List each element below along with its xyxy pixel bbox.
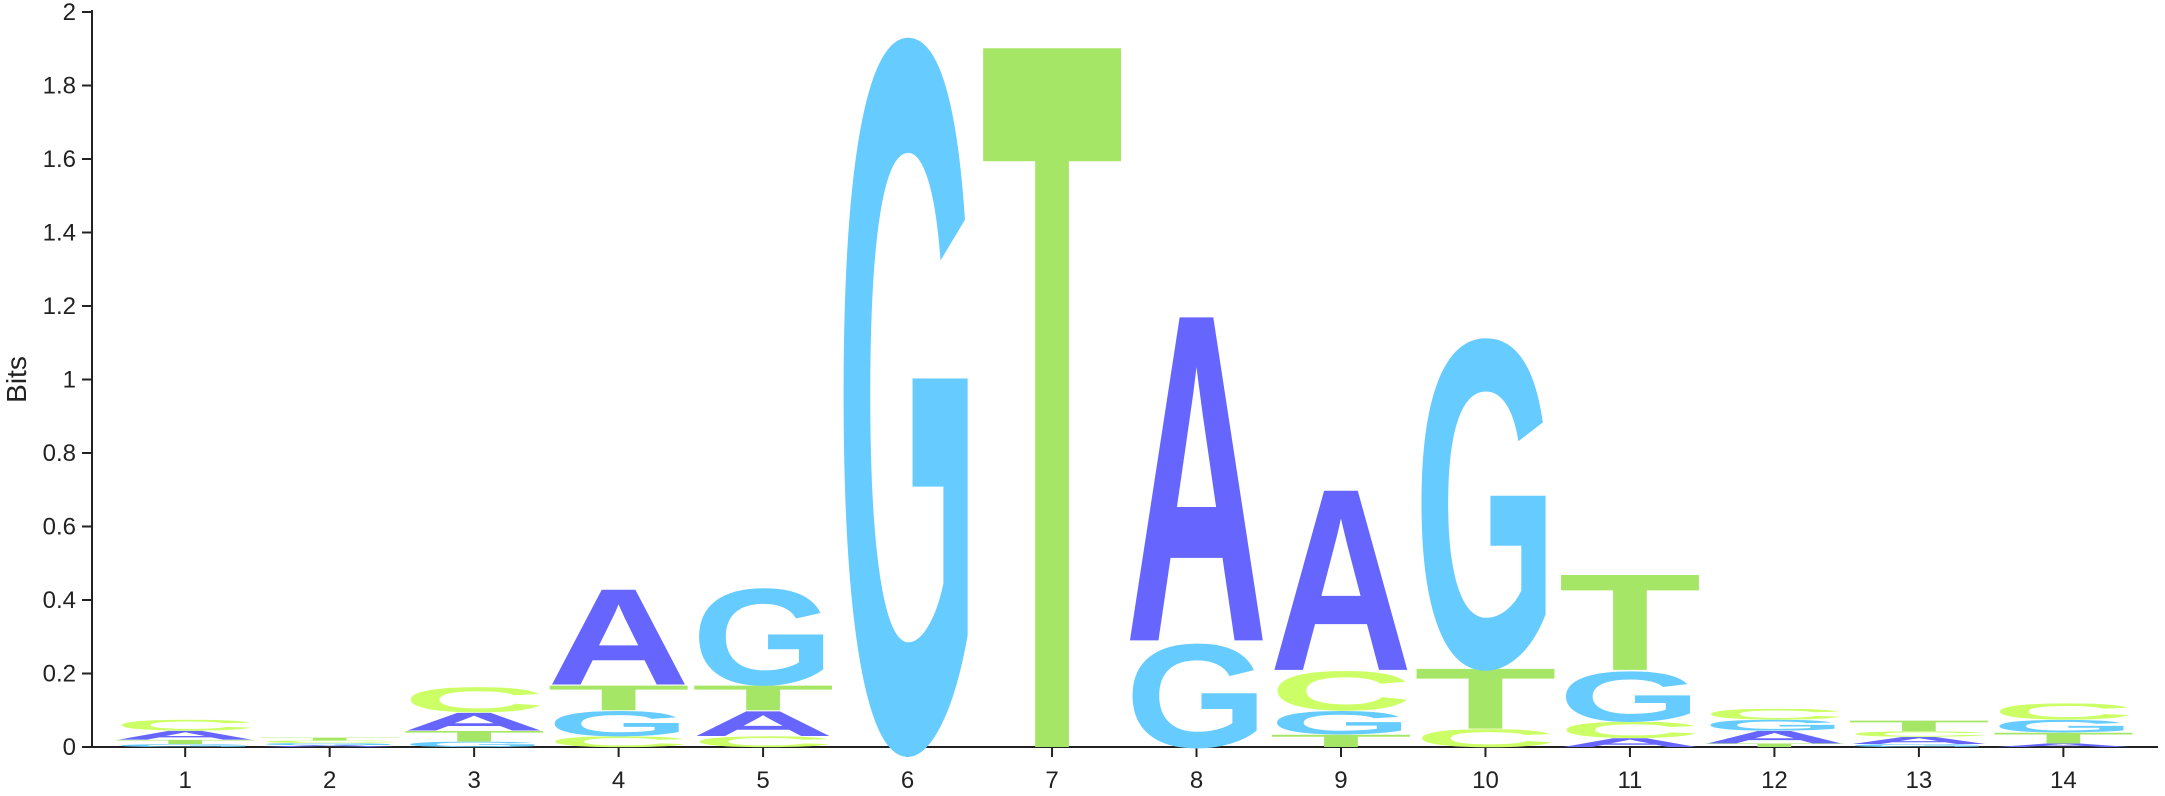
- logo-letter-t: T: [1992, 730, 2135, 747]
- logo-letter-c: C: [692, 733, 835, 750]
- logo-letter-a: A: [1703, 727, 1846, 747]
- logo-letter-c: C: [258, 740, 401, 744]
- y-tick-label: 2: [63, 0, 76, 26]
- logo-letter-a: A: [1847, 735, 1990, 746]
- logo-letter-g: G: [1847, 743, 1990, 748]
- logo-letter-a: A: [1125, 217, 1268, 741]
- logo-letter-t: T: [981, 0, 1124, 796]
- x-ticks: 1 2 3 4 5 6 7 8 9 10 11 12 13 14: [179, 747, 2077, 794]
- logo-letter-g: G: [1703, 717, 1846, 734]
- x-tick-label: 6: [901, 767, 914, 794]
- logo-letter-a: A: [403, 707, 546, 736]
- logo-letter-g: G: [1269, 704, 1412, 741]
- y-tick-label: 0.4: [43, 587, 76, 614]
- y-tick-label: 1: [63, 367, 76, 394]
- logo-letter-a: A: [1269, 436, 1412, 726]
- y-tick-label: 1.4: [43, 220, 76, 247]
- logo-letter-t: T: [692, 678, 835, 718]
- x-tick-label: 7: [1045, 767, 1058, 794]
- logo-letter-t: T: [403, 728, 546, 745]
- x-tick-label: 4: [612, 767, 625, 794]
- y-tick-label: 1.2: [43, 293, 76, 320]
- logo-letter-c: C: [1558, 717, 1701, 743]
- y-tick-label: 1.8: [43, 73, 76, 100]
- y-tick-label: 0.2: [43, 661, 76, 688]
- logo-letter-c: C: [1269, 659, 1412, 722]
- logo-letter-c: C: [1992, 699, 2135, 725]
- logo-letter-t: T: [1414, 650, 1557, 747]
- logo-letter-c: C: [547, 733, 690, 750]
- x-tick-label: 5: [756, 767, 769, 794]
- logo-letter-c: C: [114, 717, 257, 734]
- logo-letter-g: G: [258, 742, 401, 745]
- logo-letter-g: G: [403, 740, 546, 749]
- y-tick-label: 0: [63, 734, 76, 761]
- logo-letter-a: A: [547, 561, 690, 714]
- x-tick-label: 2: [323, 767, 336, 794]
- x-tick-label: 10: [1472, 767, 1499, 794]
- logo-letter-t: T: [1847, 717, 1990, 734]
- logo-letter-g: G: [692, 561, 835, 715]
- logo-letter-g: G: [114, 743, 257, 748]
- logo-letter-t: T: [547, 678, 690, 718]
- logo-letter-t: T: [1703, 742, 1846, 748]
- logo-letter-a: A: [258, 745, 401, 748]
- y-tick-label: 0.8: [43, 440, 76, 467]
- logo-letter-t: T: [114, 739, 257, 746]
- logo-letter-g: G: [1992, 716, 2135, 736]
- logo-letter-t: T: [258, 737, 401, 742]
- x-tick-label: 12: [1761, 767, 1788, 794]
- x-tick-label: 9: [1334, 767, 1347, 794]
- x-tick-label: 3: [467, 767, 480, 794]
- logo-letter-a: A: [114, 728, 257, 742]
- logo-letter-c: C: [1703, 706, 1846, 723]
- y-axis-title: Bits: [1, 356, 32, 403]
- x-tick-label: 11: [1617, 767, 1642, 794]
- y-tick-label: 1.6: [43, 146, 76, 173]
- x-tick-label: 13: [1906, 767, 1933, 794]
- y-tick-label: 0.6: [43, 514, 76, 541]
- logo-letter-g: G: [836, 0, 979, 796]
- logo-letter-t: T: [1558, 545, 1701, 699]
- logo-letter-g: G: [547, 704, 690, 744]
- logo-letter-a: A: [1992, 742, 2135, 748]
- x-tick-label: 8: [1190, 767, 1203, 794]
- x-tick-label: 14: [2050, 767, 2077, 794]
- logo-letter-g: G: [1125, 614, 1268, 779]
- logo-letter-a: A: [692, 704, 835, 744]
- logo-letter-t: T: [1269, 731, 1412, 751]
- y-ticks: 0 0.2 0.4 0.6 0.8 1 1.2 1.4 1.6 1.8 2: [43, 0, 92, 761]
- logo-letter-a: A: [1558, 735, 1701, 749]
- logo-letter-c: C: [403, 680, 546, 720]
- x-tick-label: 1: [179, 767, 192, 794]
- logo-letter-c: C: [1847, 730, 1990, 739]
- logo-letter-g: G: [1414, 241, 1557, 766]
- logo-letter-g: G: [1558, 657, 1701, 737]
- logo-letter-c: C: [1414, 724, 1557, 753]
